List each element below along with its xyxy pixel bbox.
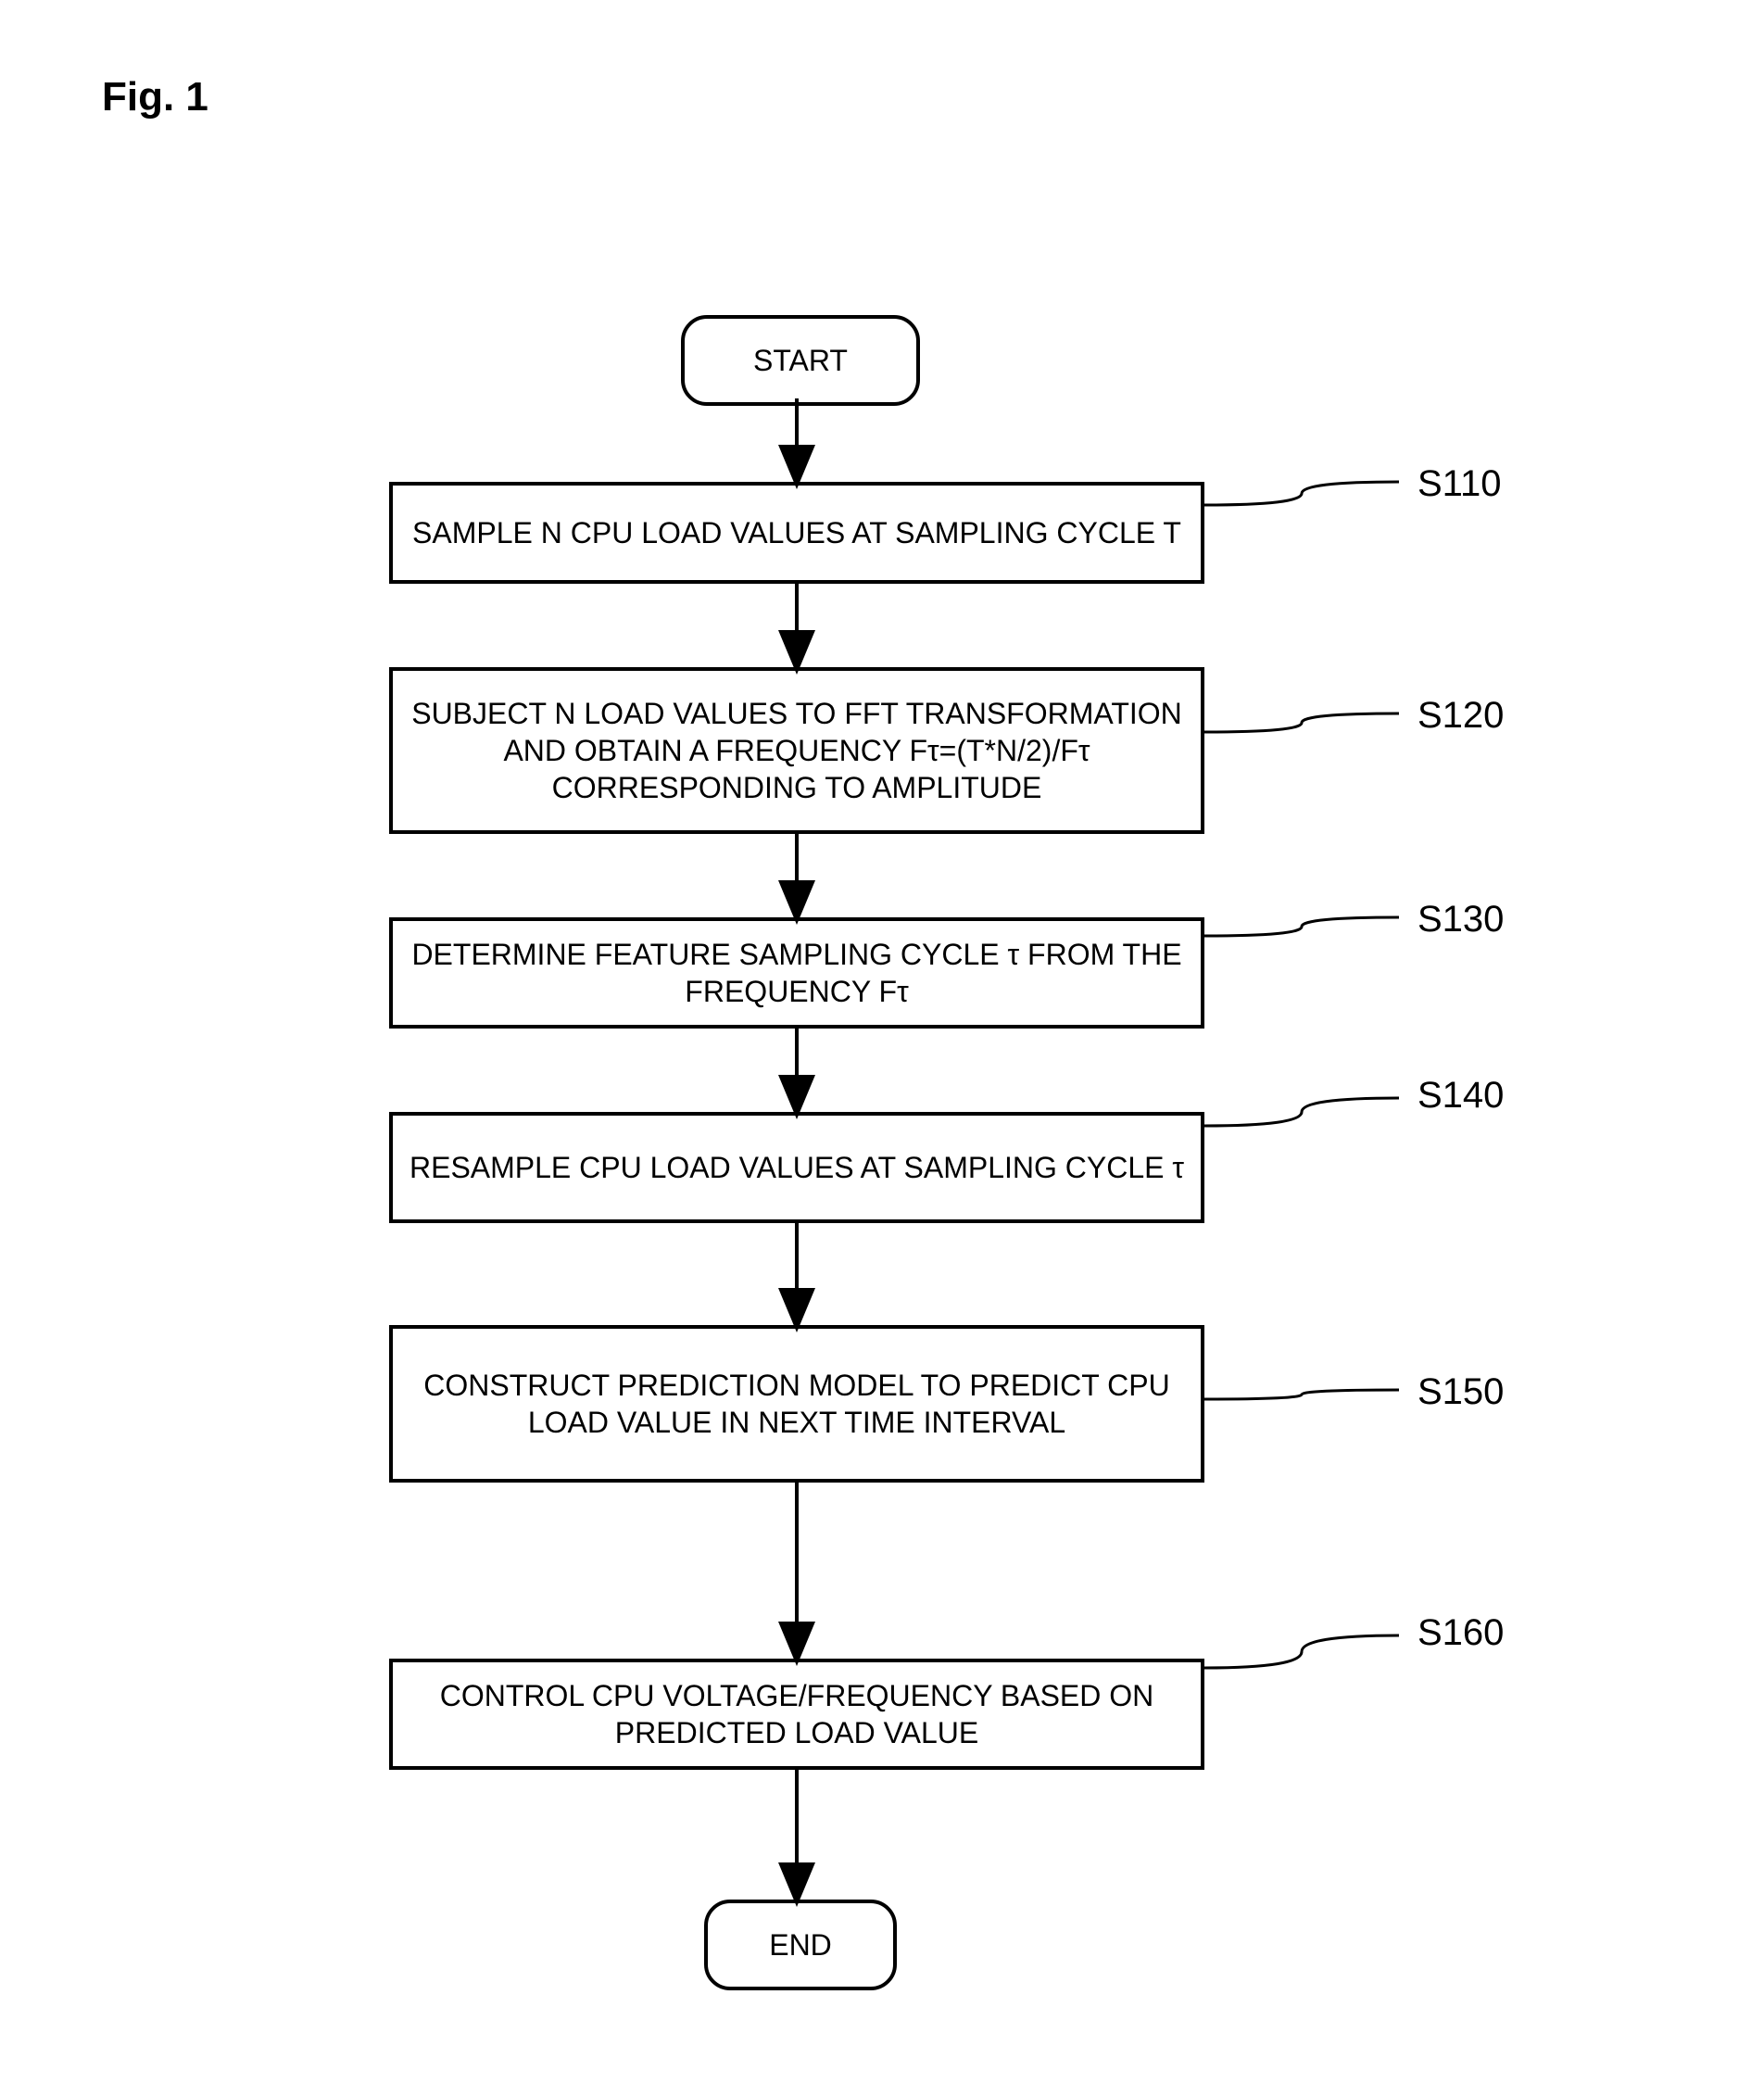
process-s140: RESAMPLE CPU LOAD VALUES AT SAMPLING CYC… (389, 1112, 1204, 1223)
step-label-s130: S130 (1418, 899, 1504, 941)
step-label-s150: S150 (1418, 1371, 1504, 1413)
figure-label: Fig. 1 (102, 74, 208, 120)
terminal-start: START (681, 315, 920, 406)
process-s120: SUBJECT N LOAD VALUES TO FFT TRANSFORMAT… (389, 667, 1204, 834)
terminal-end: END (704, 1900, 897, 1990)
step-label-s120: S120 (1418, 695, 1504, 737)
process-s130: DETERMINE FEATURE SAMPLING CYCLE τ FROM … (389, 917, 1204, 1029)
step-label-s140: S140 (1418, 1075, 1504, 1117)
process-s110: SAMPLE N CPU LOAD VALUES AT SAMPLING CYC… (389, 482, 1204, 584)
flowchart-page: Fig. 1 START SAMPLE N CPU LOAD VALUES AT… (0, 0, 1764, 2083)
step-label-s110: S110 (1418, 463, 1501, 505)
connectors-svg (0, 0, 1764, 2083)
process-s150: CONSTRUCT PREDICTION MODEL TO PREDICT CP… (389, 1325, 1204, 1483)
process-s160: CONTROL CPU VOLTAGE/FREQUENCY BASED ON P… (389, 1659, 1204, 1770)
step-label-s160: S160 (1418, 1612, 1504, 1654)
